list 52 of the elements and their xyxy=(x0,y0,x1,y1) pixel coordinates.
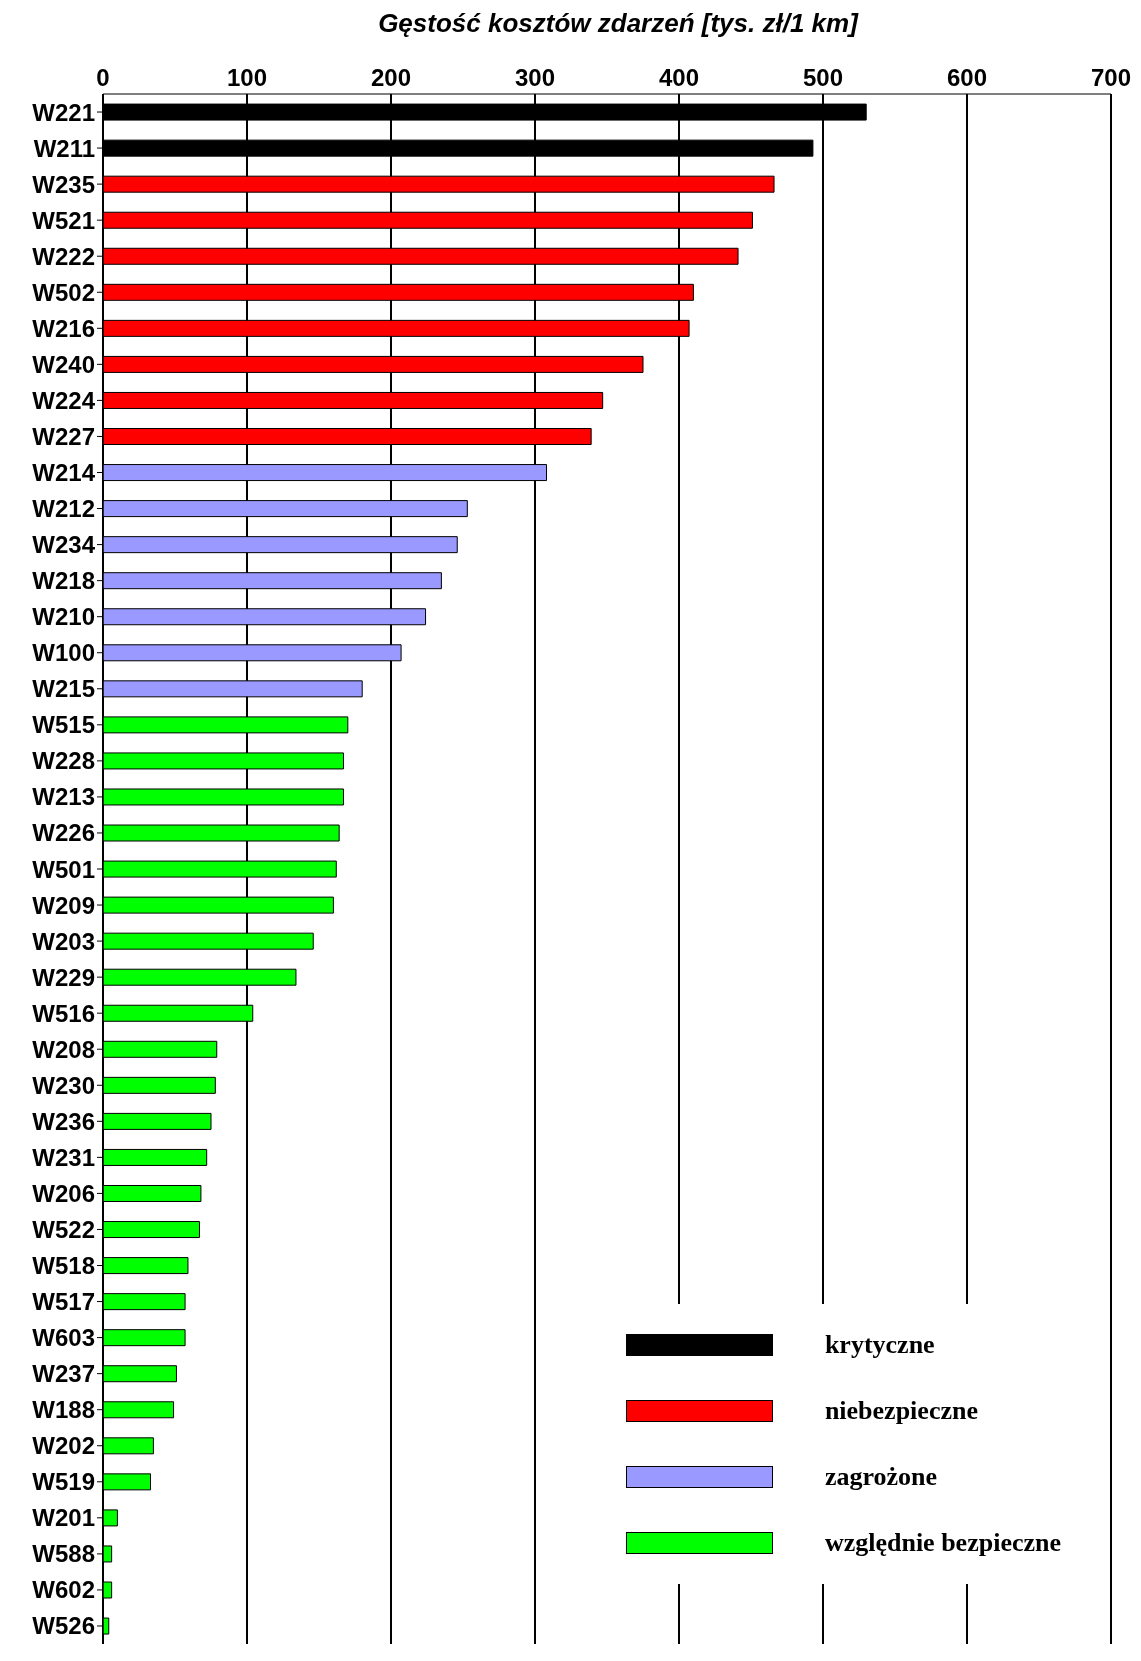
y-tick-label: W221 xyxy=(32,98,95,126)
y-tick-label: W202 xyxy=(32,1432,95,1460)
y-tick-label: W228 xyxy=(32,747,95,775)
y-tick-label: W211 xyxy=(33,134,95,162)
y-tick-label: W214 xyxy=(32,459,96,487)
y-tick-label: W216 xyxy=(32,314,95,342)
y-tick-label: W215 xyxy=(32,675,95,703)
y-tick-label: W231 xyxy=(32,1143,95,1171)
x-tick-label: 700 xyxy=(1090,64,1132,91)
y-tick-label: W515 xyxy=(32,711,95,739)
y-tick-label: W237 xyxy=(32,1360,95,1388)
y-tick-label: W517 xyxy=(32,1288,95,1316)
y-tick-label: W208 xyxy=(32,1035,95,1063)
y-tick-label: W188 xyxy=(32,1396,95,1424)
y-tick-label: W519 xyxy=(32,1468,95,1496)
y-tick-label: W603 xyxy=(32,1324,95,1352)
y-tick-label: W240 xyxy=(32,350,95,378)
y-tick-label: W229 xyxy=(32,963,95,991)
y-tick-label: W522 xyxy=(32,1215,95,1243)
y-tick-label: W222 xyxy=(32,242,95,270)
y-tick-label: W209 xyxy=(32,891,95,919)
x-tick-label: 200 xyxy=(370,64,412,91)
y-tick-label: W501 xyxy=(32,855,95,883)
x-tick-label: 500 xyxy=(802,64,844,91)
y-tick-label: W227 xyxy=(32,422,95,450)
x-tick-label: 100 xyxy=(226,64,268,91)
y-tick-label: W230 xyxy=(32,1071,95,1099)
y-tick-label: W602 xyxy=(32,1576,95,1604)
y-tick-label: W218 xyxy=(32,567,95,595)
y-tick-label: W235 xyxy=(32,170,95,198)
y-tick-label: W521 xyxy=(32,206,95,234)
y-tick-label: W224 xyxy=(32,386,96,414)
y-tick-label: W201 xyxy=(32,1504,95,1532)
y-tick-label: W516 xyxy=(32,999,95,1027)
y-tick-label: W210 xyxy=(32,603,95,631)
y-tick-label: W502 xyxy=(32,278,95,306)
y-tick-label: W226 xyxy=(32,819,95,847)
y-tick-label: W588 xyxy=(32,1540,95,1568)
y-tick-label: W100 xyxy=(32,639,95,667)
y-tick-label: W206 xyxy=(32,1179,95,1207)
y-tick-label: W526 xyxy=(32,1612,95,1640)
x-tick-label: 400 xyxy=(658,64,700,91)
y-tick-label: W213 xyxy=(32,783,95,811)
y-tick-label: W203 xyxy=(32,927,95,955)
y-tick-label: W212 xyxy=(32,495,95,523)
y-tick-label: W236 xyxy=(32,1107,95,1135)
x-tick-label: 0 xyxy=(96,64,110,91)
chart-title: Gęstość kosztów zdarzeń [tys. zł/1 km] xyxy=(377,8,860,40)
x-tick-label: 600 xyxy=(946,64,988,91)
y-tick-label: W518 xyxy=(32,1252,95,1280)
y-tick-label: W234 xyxy=(32,531,96,559)
x-tick-label: 300 xyxy=(514,64,556,91)
